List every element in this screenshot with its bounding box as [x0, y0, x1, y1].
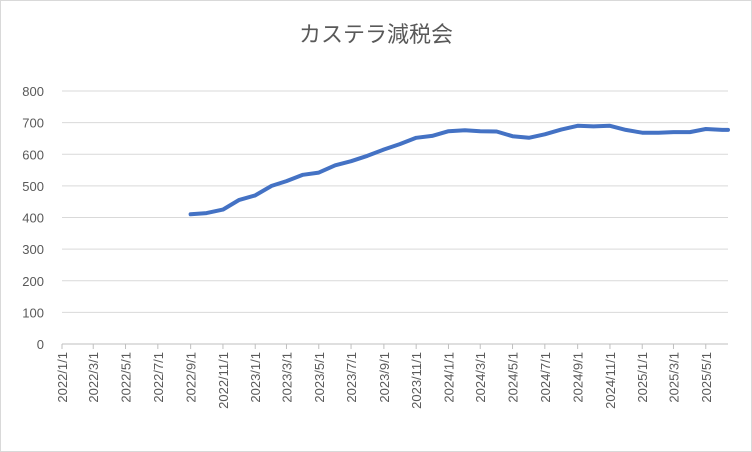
- y-tick-label: 100: [22, 305, 44, 320]
- x-tick-label: 2023/11/1: [409, 352, 424, 409]
- x-tick-label: 2023/5/1: [312, 352, 327, 403]
- x-tick-label: 2024/11/1: [603, 352, 618, 409]
- x-tick-label: 2024/7/1: [538, 352, 553, 403]
- x-tick-label: 2022/7/1: [151, 352, 166, 403]
- x-tick-label: 2025/3/1: [666, 352, 681, 403]
- y-tick-label: 800: [22, 84, 44, 99]
- x-tick-label: 2023/9/1: [377, 352, 392, 403]
- x-tick-label: 2022/9/1: [184, 352, 199, 403]
- y-tick-label: 700: [22, 116, 44, 131]
- x-tick-label: 2023/7/1: [344, 352, 359, 403]
- x-tick-label: 2022/3/1: [86, 352, 101, 403]
- y-tick-label: 200: [22, 274, 44, 289]
- chart-title: カステラ減税会: [299, 22, 453, 47]
- y-tick-label: 500: [22, 179, 44, 194]
- y-tick-label: 300: [22, 242, 44, 257]
- y-tick-label: 0: [37, 337, 44, 352]
- x-tick-label: 2023/3/1: [279, 352, 294, 403]
- y-tick-label: 400: [22, 211, 44, 226]
- x-tick-label: 2022/1/1: [55, 352, 70, 403]
- x-tick-label: 2024/5/1: [506, 352, 521, 403]
- x-tick-label: 2025/1/1: [635, 352, 650, 403]
- x-tick-label: 2022/11/1: [216, 352, 231, 409]
- x-tick-label: 2023/1/1: [248, 352, 263, 403]
- x-tick-label: 2022/5/1: [119, 352, 134, 403]
- y-tick-label: 600: [22, 147, 44, 162]
- x-tick-label: 2024/1/1: [441, 352, 456, 403]
- line: [188, 123, 730, 217]
- x-tick-label: 2024/3/1: [473, 352, 488, 403]
- x-tick-label: 2024/9/1: [571, 352, 586, 403]
- x-tick-label: 2025/5/1: [699, 352, 714, 403]
